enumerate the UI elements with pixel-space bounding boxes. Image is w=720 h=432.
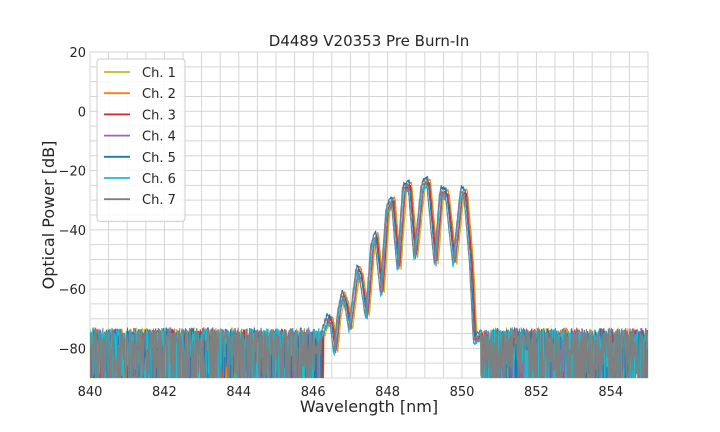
legend-entry: Ch. 6 (142, 172, 176, 187)
x-tick-label: 850 (450, 385, 475, 400)
x-tick-label: 846 (301, 385, 326, 400)
y-tick-labels: 20 0 −20 −40 −60 −80 (59, 46, 86, 357)
y-tick-label: −20 (59, 165, 86, 180)
legend-entry: Ch. 1 (142, 66, 176, 81)
y-tick-label: −80 (59, 342, 86, 357)
y-tick-label: −40 (59, 224, 86, 239)
x-tick-label: 852 (524, 385, 549, 400)
series-line (90, 180, 648, 378)
x-axis-label: Wavelength [nm] (300, 397, 438, 416)
chart-title: D4489 V20353 Pre Burn-In (269, 32, 469, 50)
x-tick-label: 844 (226, 385, 251, 400)
legend-entry: Ch. 3 (142, 108, 176, 123)
x-tick-label: 842 (152, 385, 177, 400)
y-tick-label: 0 (78, 105, 86, 120)
y-axis-label: Optical Power [dB] (39, 141, 58, 290)
x-tick-label: 848 (375, 385, 400, 400)
y-tick-label: 20 (69, 46, 86, 61)
legend-entry: Ch. 2 (142, 87, 176, 102)
legend: Ch. 1 Ch. 2 Ch. 3 Ch. 4 Ch. 5 Ch. 6 Ch. 7 (96, 58, 186, 222)
x-tick-label: 854 (598, 385, 623, 400)
series-lines (90, 175, 648, 378)
x-tick-label: 840 (78, 385, 103, 400)
x-tick-labels: 840 842 844 846 848 850 852 854 (78, 385, 624, 400)
legend-entry: Ch. 4 (142, 130, 176, 145)
legend-entry: Ch. 7 (142, 193, 176, 208)
legend-box (96, 58, 186, 222)
y-tick-label: −60 (59, 283, 86, 298)
legend-entry: Ch. 5 (142, 151, 176, 166)
